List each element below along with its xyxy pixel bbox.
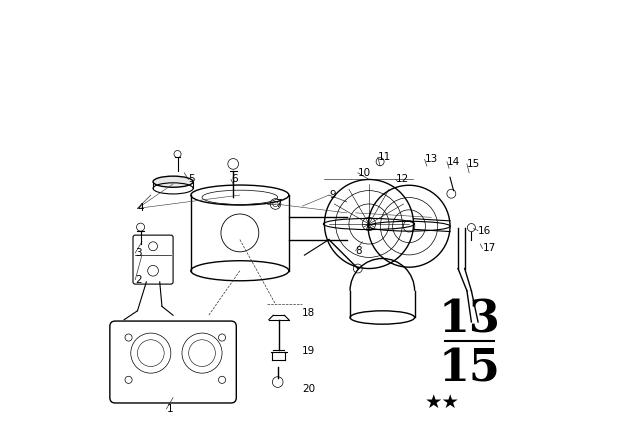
Text: 20: 20 (302, 384, 316, 394)
Text: 8: 8 (356, 246, 362, 256)
FancyBboxPatch shape (110, 321, 236, 403)
Text: 4: 4 (138, 203, 144, 213)
Text: 15: 15 (467, 159, 480, 169)
Text: 18: 18 (302, 308, 316, 318)
Text: 3: 3 (135, 248, 142, 258)
Text: 13: 13 (438, 298, 500, 341)
Text: 12: 12 (396, 174, 409, 185)
Text: ★★: ★★ (425, 392, 460, 412)
Text: 14: 14 (447, 157, 460, 167)
Text: 6: 6 (231, 174, 237, 185)
Text: 1: 1 (166, 404, 173, 414)
Text: 17: 17 (483, 243, 496, 254)
Text: 2: 2 (135, 275, 142, 284)
Text: 10: 10 (358, 168, 371, 178)
Text: 11: 11 (378, 152, 391, 162)
Text: 15: 15 (438, 347, 500, 390)
Text: 7: 7 (275, 199, 282, 209)
FancyBboxPatch shape (133, 235, 173, 284)
Text: 19: 19 (302, 346, 316, 356)
Text: 5: 5 (189, 174, 195, 185)
Text: 9: 9 (329, 190, 335, 200)
Text: 16: 16 (478, 226, 492, 236)
Text: 13: 13 (424, 155, 438, 164)
Ellipse shape (153, 176, 193, 187)
